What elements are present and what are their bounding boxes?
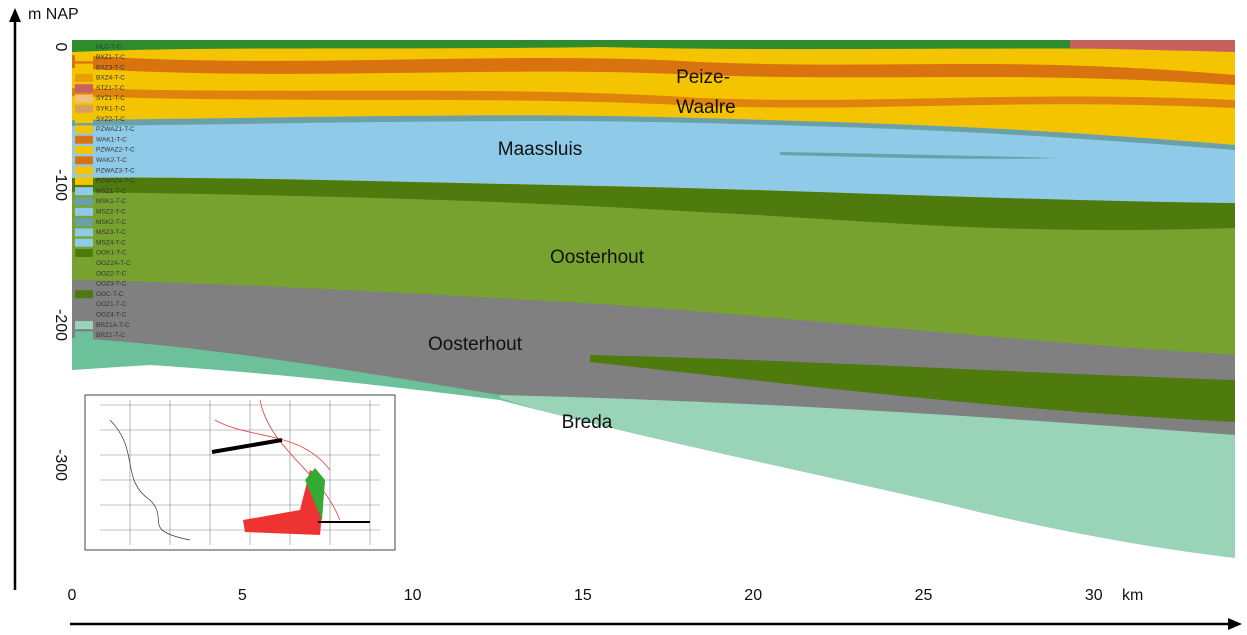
legend-label: MSK1-T-C xyxy=(96,198,127,205)
inset-map xyxy=(84,394,396,551)
y-tick-label: -100 xyxy=(52,169,69,201)
legend-swatch xyxy=(75,238,93,247)
legend-swatch xyxy=(75,290,93,299)
legend-swatch xyxy=(75,53,93,62)
legend-swatch xyxy=(75,207,93,216)
legend-label: PZWAZ1-T-C xyxy=(96,126,135,133)
legend-swatch xyxy=(75,156,93,165)
legend-label: WAK2-T-C xyxy=(96,157,127,164)
legend-label: PZWAZ3-T-C xyxy=(96,167,135,174)
legend-swatch xyxy=(75,43,93,51)
layer-label: Peize- xyxy=(676,67,730,88)
legend-label: OOZ4-T-C xyxy=(96,312,127,319)
legend-swatch xyxy=(75,115,93,124)
legend-swatch xyxy=(75,94,93,103)
legend-swatch xyxy=(75,269,93,278)
legend-label: PZWAZ2-T-C xyxy=(96,147,135,154)
legend-label: MSK2-T-C xyxy=(96,219,127,226)
legend-swatch xyxy=(75,321,93,330)
legend-swatch xyxy=(75,146,93,154)
layer-label: Oosterhout xyxy=(428,334,523,355)
legend-swatch xyxy=(75,218,93,227)
legend-label: OOK1-T-C xyxy=(96,250,127,257)
y-tick-label: 0 xyxy=(52,43,69,52)
legend-label: MSZ1-T-C xyxy=(96,188,126,195)
y-axis-label: m NAP xyxy=(28,6,79,23)
legend-label: BXZ1-T-C xyxy=(96,54,125,61)
legend-label: OOZ2A-T-C xyxy=(96,260,131,267)
legend-label: SYK1-T-C xyxy=(96,106,126,113)
legend-swatch xyxy=(75,249,93,257)
x-tick-label: 20 xyxy=(744,587,762,604)
legend-swatch xyxy=(75,228,93,237)
layer-label: Waalre xyxy=(676,97,735,118)
legend-label: MSZ4-T-C xyxy=(96,239,126,246)
legend-label: OOZ1-T-C xyxy=(96,301,127,308)
legend-swatch xyxy=(75,73,93,82)
legend-swatch xyxy=(75,197,93,206)
legend-swatch xyxy=(75,166,93,175)
legend-label: SYZ1-T-C xyxy=(96,95,125,102)
legend-swatch xyxy=(75,259,93,268)
legend-label: HLC-T-C xyxy=(96,44,122,51)
legend-swatch xyxy=(75,279,93,288)
axes xyxy=(9,8,1242,630)
y-tick-label: -300 xyxy=(52,449,69,481)
legend-swatch xyxy=(75,63,93,72)
y-tick-label: -200 xyxy=(52,309,69,341)
legend-label: OOC-T-C xyxy=(96,291,124,298)
x-tick-label: 10 xyxy=(404,587,422,604)
x-tick-label: 5 xyxy=(238,587,247,604)
legend-label: MSZ2-T-C xyxy=(96,209,126,216)
legend-swatch xyxy=(75,135,93,144)
legend-label: SYZ2-T-C xyxy=(96,116,125,123)
legend-label: BXZ4-T-C xyxy=(96,75,125,82)
legend-swatch xyxy=(75,187,93,196)
x-tick-label: 0 xyxy=(68,587,77,604)
legend-label: BRZ1A-T-C xyxy=(96,322,130,329)
legend-swatch xyxy=(75,125,93,134)
legend-label: OOZ2-T-C xyxy=(96,270,127,277)
legend-label: MSZ3-T-C xyxy=(96,229,126,236)
legend-swatch xyxy=(75,331,93,340)
x-tick-label: 15 xyxy=(574,587,592,604)
layer-label: Breda xyxy=(562,412,613,433)
legend-swatch xyxy=(75,84,93,93)
layer-label: Oosterhout xyxy=(550,247,645,268)
legend-swatch xyxy=(75,310,93,319)
legend-swatch xyxy=(75,176,93,185)
legend-label: WAK1-T-C xyxy=(96,136,127,143)
legend-label: STZ1-T-C xyxy=(96,85,125,92)
layer-label: Maassluis xyxy=(498,139,582,160)
x-tick-label: 25 xyxy=(915,587,933,604)
legend-label: OOZ3-T-C xyxy=(96,281,127,288)
legend-swatch xyxy=(75,104,93,113)
legend-label: BXZ3-T-C xyxy=(96,64,125,71)
legend-label: BRZ1-T-C xyxy=(96,332,126,339)
x-axis-unit: km xyxy=(1122,587,1143,604)
legend-label: PZWAZ4-T-C xyxy=(96,178,135,185)
legend-swatch xyxy=(75,300,93,309)
x-tick-label: 30 xyxy=(1085,587,1103,604)
